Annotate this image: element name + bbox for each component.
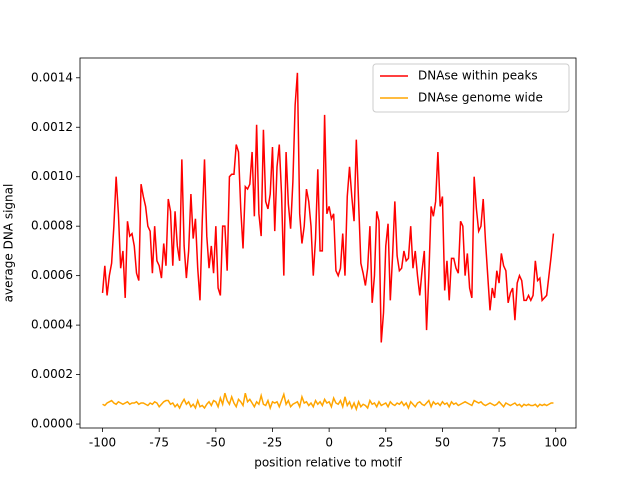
y-axis-label: average DNA signal [2,184,16,303]
y-tick-label: 0.0004 [31,318,73,332]
plot-frame [79,57,577,429]
data-line [102,391,554,412]
x-tick-label: 75 [491,436,506,450]
legend-box [372,63,570,113]
x-tick-label: 100 [544,436,567,450]
y-tick-label: 0.0012 [31,120,73,134]
x-axis-label: position relative to motif [254,456,402,470]
x-tick-label: -75 [149,436,169,450]
x-tick-label: -25 [263,436,283,450]
y-tick-label: 0.0000 [31,417,73,431]
y-tick-label: 0.0008 [31,219,73,233]
x-tick-label: -100 [89,436,116,450]
x-tick-label: 25 [378,436,393,450]
legend-label: DNAse genome wide [418,91,543,105]
x-tick-label: -50 [206,436,226,450]
y-tick-label: 0.0002 [31,367,73,381]
data-line [101,72,555,343]
x-tick-label: 50 [435,436,450,450]
y-tick-label: 0.0010 [31,169,73,183]
legend-label: DNAse within peaks [418,69,538,83]
x-tick-label: 0 [325,436,333,450]
y-tick-label: 0.0006 [31,268,73,282]
y-tick-label: 0.0014 [31,70,73,84]
